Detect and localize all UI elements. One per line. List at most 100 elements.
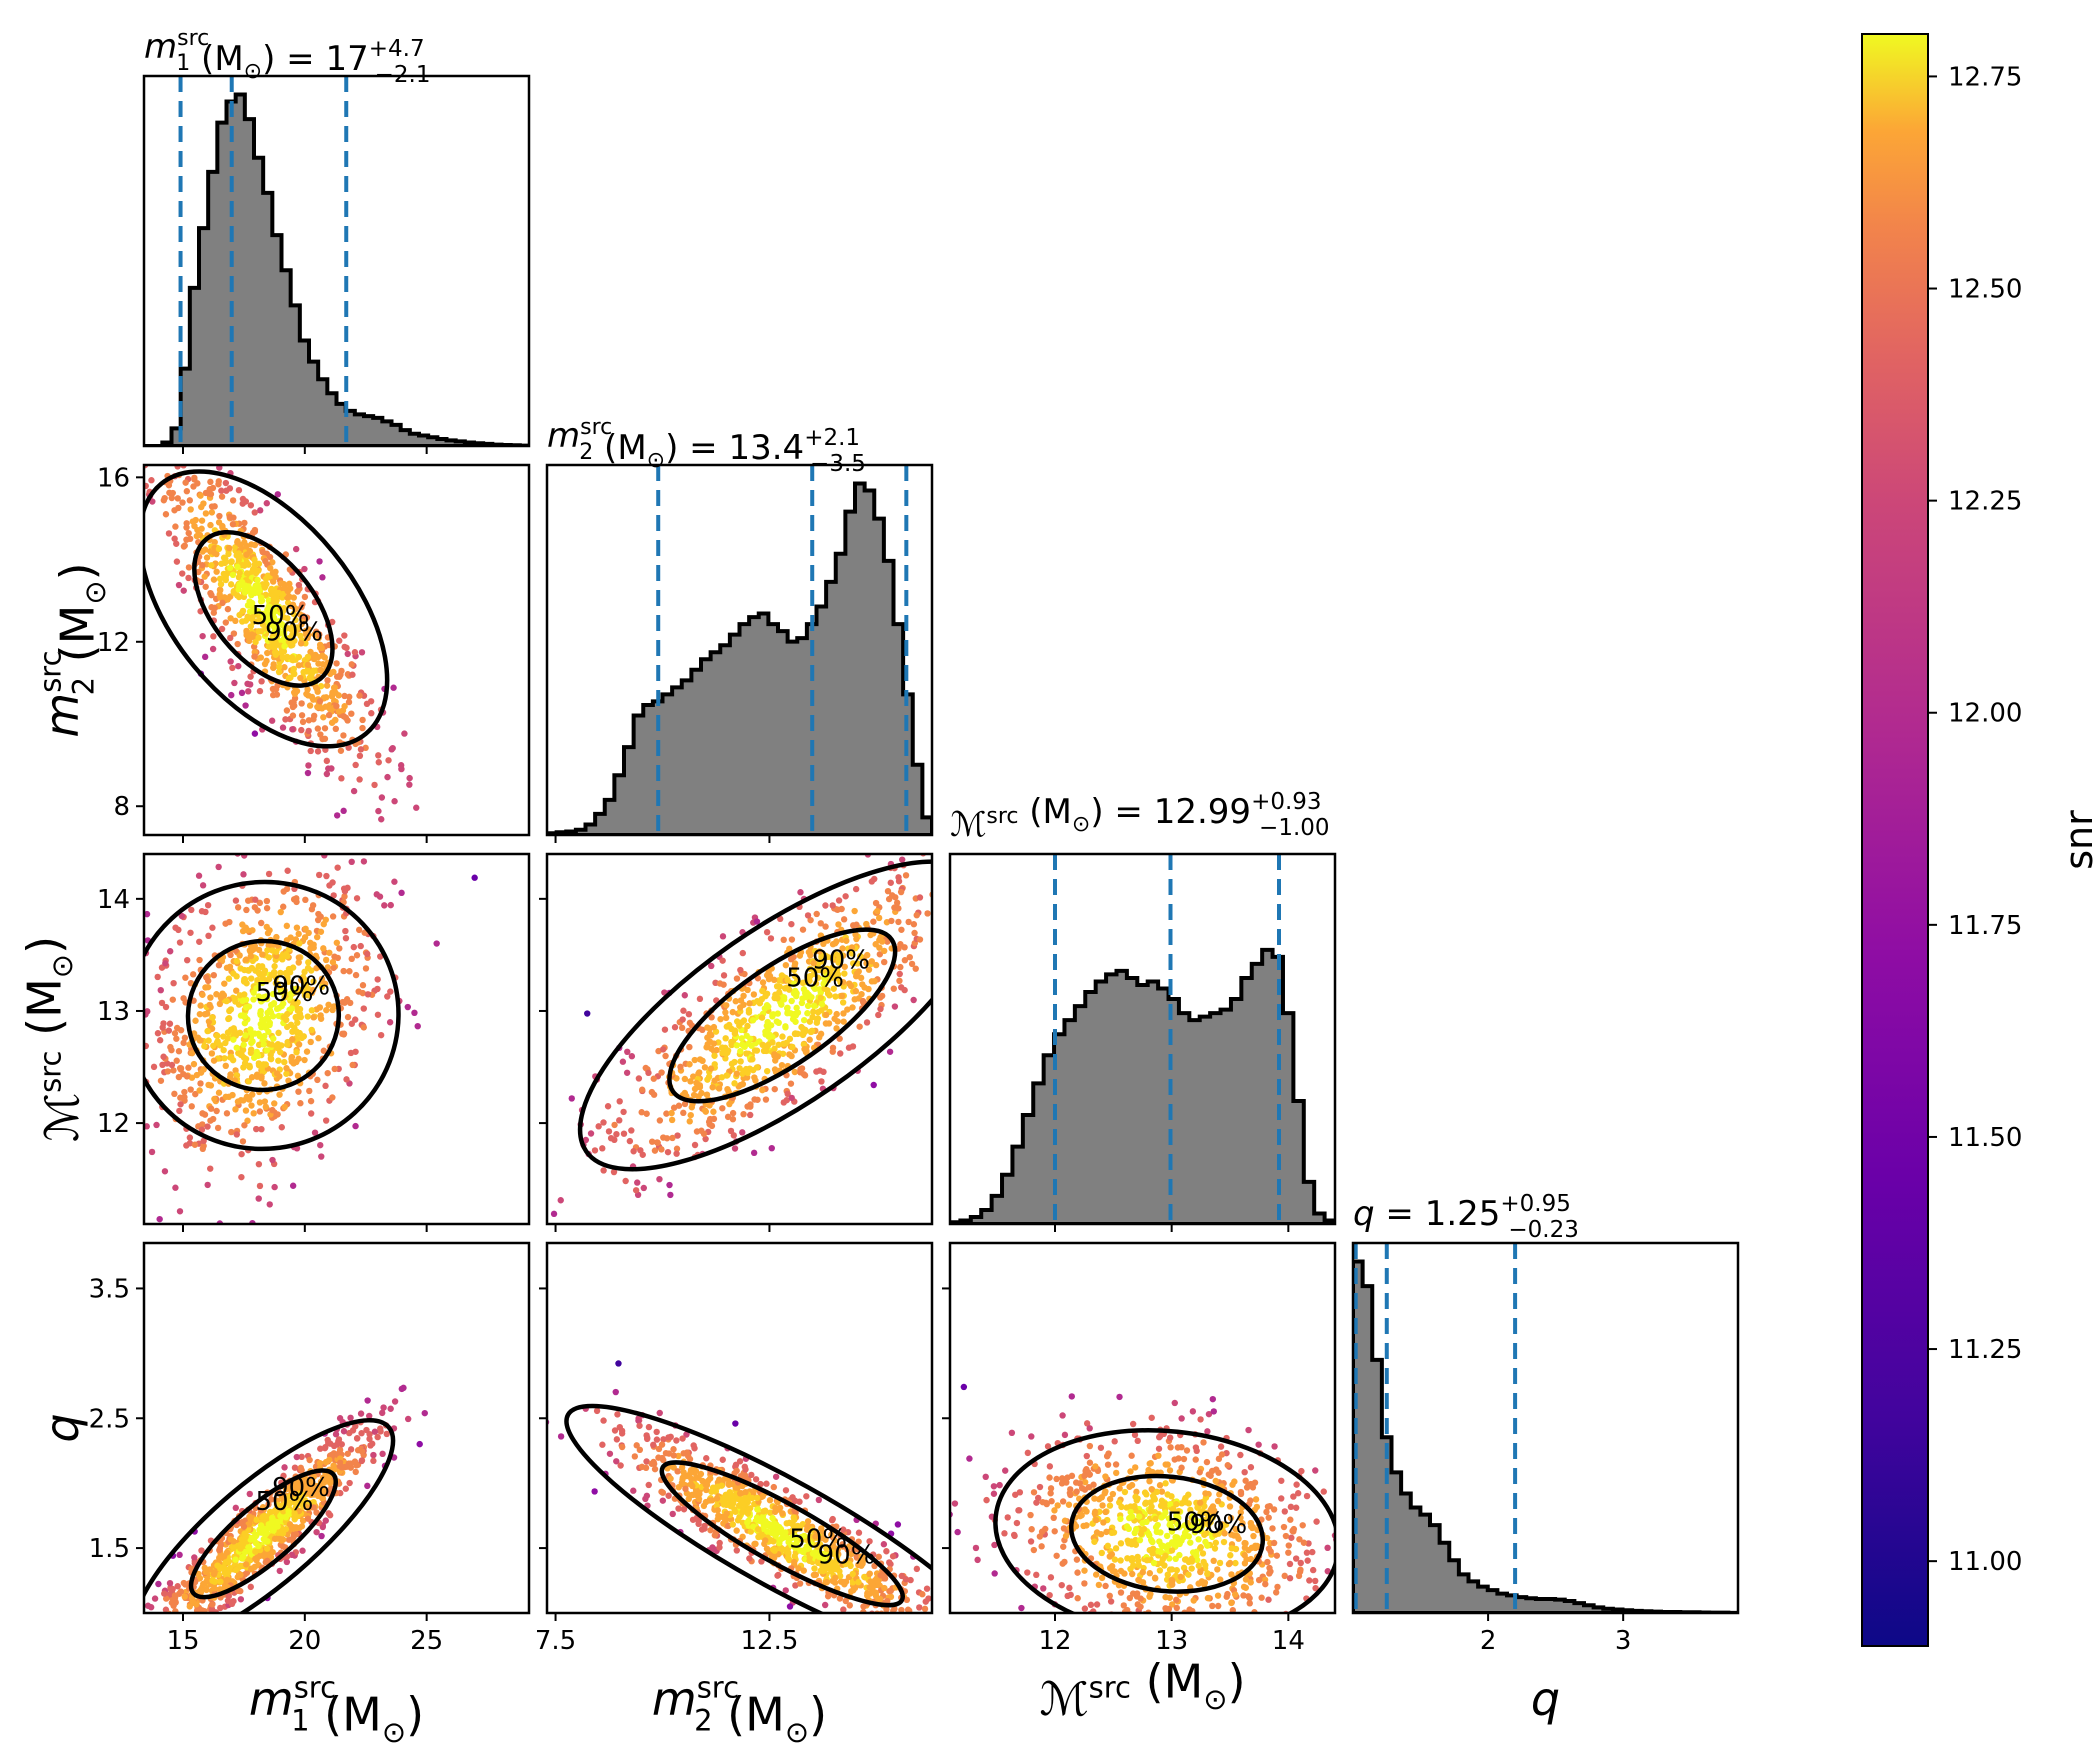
sample-point — [908, 960, 916, 968]
sample-point — [291, 998, 298, 1006]
sample-point — [780, 994, 788, 1001]
sample-point — [313, 1509, 320, 1516]
sample-point — [199, 562, 206, 569]
sample-point — [188, 1103, 195, 1110]
sample-point — [938, 957, 944, 963]
sample-point — [674, 1132, 681, 1139]
sample-point — [1219, 1670, 1225, 1676]
sample-point — [391, 878, 398, 885]
sample-point — [318, 1153, 325, 1160]
sample-point — [202, 489, 210, 497]
sample-point — [835, 897, 843, 904]
sample-point — [218, 625, 226, 633]
sample-point — [630, 1148, 637, 1155]
sample-point — [185, 1064, 192, 1071]
sample-point — [913, 911, 920, 919]
sample-point — [985, 1658, 991, 1664]
sample-point — [780, 1040, 787, 1047]
sample-point — [670, 1104, 678, 1111]
sample-point — [710, 1108, 717, 1115]
sample-point — [198, 1126, 206, 1133]
sample-point — [1104, 1461, 1112, 1468]
sample-point — [343, 644, 350, 652]
sample-point — [736, 1004, 744, 1011]
sample-point — [685, 1495, 692, 1503]
sample-point — [248, 964, 256, 972]
sample-point — [901, 957, 909, 964]
sample-point — [622, 1177, 629, 1185]
sample-point — [263, 500, 270, 507]
sample-point — [663, 1135, 671, 1142]
sample-point — [251, 556, 258, 563]
sample-point — [836, 1572, 844, 1580]
sample-point — [175, 926, 182, 934]
sample-point — [433, 940, 440, 947]
sample-point — [822, 923, 829, 930]
sample-point — [1281, 1508, 1288, 1515]
sample-point — [289, 656, 297, 663]
sample-point — [1095, 1581, 1103, 1589]
sample-point — [298, 845, 304, 851]
sample-point — [640, 1184, 647, 1192]
sample-point — [782, 961, 790, 969]
sample-point — [201, 573, 208, 580]
sample-point — [787, 1010, 794, 1017]
sample-point — [352, 761, 359, 769]
sample-point — [855, 1538, 862, 1545]
sample-point — [978, 1639, 984, 1645]
sample-point — [219, 599, 226, 607]
sample-point — [680, 1109, 687, 1117]
sample-point — [336, 945, 343, 952]
sample-point — [304, 769, 312, 777]
sample-point — [279, 724, 287, 731]
sample-point — [270, 1035, 277, 1042]
sample-point — [656, 1175, 663, 1183]
sample-point — [346, 1479, 353, 1487]
sample-point — [681, 992, 688, 999]
sample-point — [1255, 1441, 1262, 1448]
sample-point — [729, 1008, 736, 1016]
sample-point — [241, 1548, 249, 1556]
sample-point — [194, 526, 201, 534]
sample-point — [840, 1018, 847, 1025]
sample-point — [295, 930, 302, 938]
sample-point — [227, 615, 234, 622]
sample-point — [298, 1523, 306, 1530]
sample-point — [806, 1036, 813, 1043]
sample-point — [719, 957, 726, 964]
sample-point — [779, 1545, 786, 1553]
sample-point — [290, 628, 297, 635]
sample-point — [162, 1615, 168, 1621]
sample-point — [329, 913, 337, 920]
sample-point — [770, 1530, 778, 1537]
sample-point — [313, 1528, 320, 1536]
sample-point — [771, 994, 778, 1002]
sample-point — [182, 479, 189, 486]
sample-point — [1123, 1504, 1130, 1511]
sample-point — [599, 1441, 606, 1448]
sample-point — [804, 1002, 812, 1010]
sample-point — [1288, 1534, 1295, 1541]
sample-point — [175, 581, 183, 589]
sample-point — [996, 1640, 1002, 1646]
sample-point — [788, 997, 795, 1005]
sample-point — [1131, 1431, 1139, 1439]
sample-point — [368, 710, 375, 717]
sample-point — [197, 1080, 204, 1087]
sample-point — [732, 1461, 740, 1469]
sample-point — [230, 1036, 237, 1043]
sample-point — [793, 990, 800, 997]
sample-point — [304, 1515, 312, 1522]
sample-point — [196, 1087, 203, 1094]
sample-point — [656, 1117, 664, 1124]
sample-point — [719, 933, 727, 940]
sample-point — [274, 980, 282, 988]
sample-point — [387, 901, 394, 909]
sample-point — [864, 951, 871, 959]
sample-point — [816, 1034, 823, 1041]
sample-point — [209, 924, 216, 931]
contour-90% — [144, 1418, 396, 1613]
sample-point — [144, 910, 151, 918]
sample-point — [345, 698, 353, 706]
sample-point — [832, 972, 839, 979]
